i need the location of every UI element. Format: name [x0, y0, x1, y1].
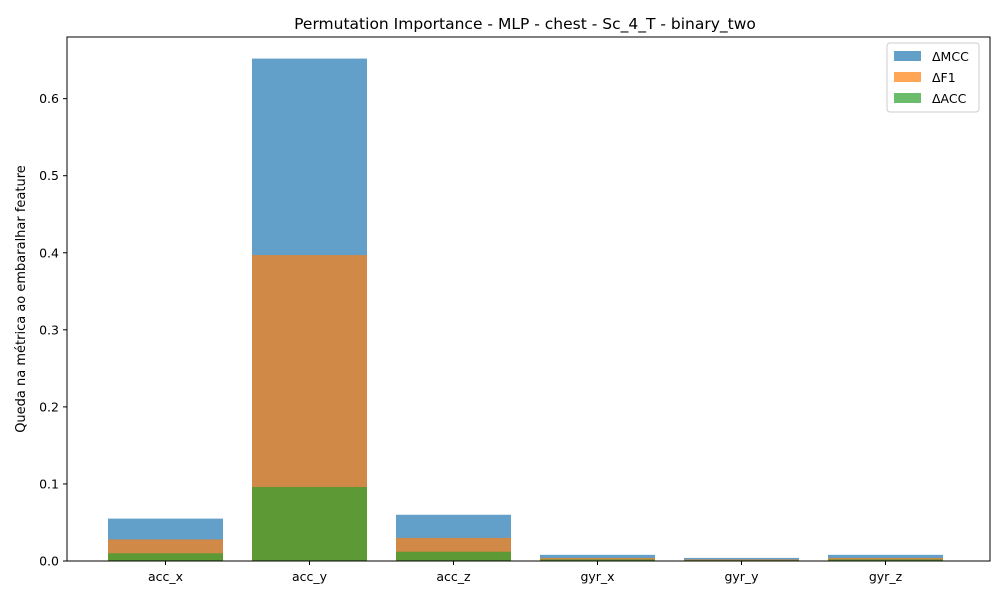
y-tick-label: 0.5 — [39, 168, 59, 183]
x-axis: acc_x acc_y acc_z gyr_x gyr_y gyr_z — [148, 561, 903, 584]
y-tick-label: 0.0 — [39, 554, 59, 569]
legend-label: ΔMCC — [932, 49, 969, 64]
x-tick-label: acc_z — [436, 569, 471, 584]
bar-acc-acc_x — [108, 553, 223, 561]
chart-title: Permutation Importance - MLP - chest - S… — [294, 15, 756, 34]
y-tick-label: 0.6 — [39, 91, 59, 106]
bar-acc-acc_z — [396, 551, 511, 561]
x-tick-label: gyr_z — [869, 569, 903, 584]
y-tick-label: 0.3 — [39, 322, 59, 337]
y-axis: 0.0 0.1 0.2 0.3 0.4 0.5 0.6 — [39, 91, 67, 569]
y-tick-label: 0.2 — [39, 399, 59, 414]
bar-mcc-gyr_x — [540, 554, 655, 561]
legend: ΔMCC ΔF1 ΔACC — [886, 42, 980, 113]
bar-acc-gyr_z — [828, 559, 943, 561]
y-axis-label: Queda na métrica ao embaralhar feature — [14, 165, 29, 433]
bar-mcc-gyr_z — [828, 554, 943, 561]
plot-frame — [66, 36, 991, 562]
legend-swatch — [894, 51, 921, 61]
x-tick-label: acc_x — [148, 569, 183, 584]
bar-acc-gyr_x — [540, 559, 655, 561]
legend-label: ΔF1 — [932, 70, 956, 85]
legend-swatch — [894, 72, 921, 82]
y-tick-label: 0.4 — [39, 245, 59, 260]
legend-swatch — [894, 93, 921, 103]
bar-f1-gyr_y — [684, 559, 799, 561]
x-tick-label: acc_y — [292, 569, 328, 584]
bars-layer — [108, 58, 943, 561]
bar-acc-acc_y — [252, 487, 367, 561]
legend-label: ΔACC — [932, 91, 967, 106]
y-tick-label: 0.1 — [39, 476, 59, 491]
x-tick-label: gyr_y — [724, 569, 759, 584]
x-tick-label: gyr_x — [580, 569, 614, 584]
